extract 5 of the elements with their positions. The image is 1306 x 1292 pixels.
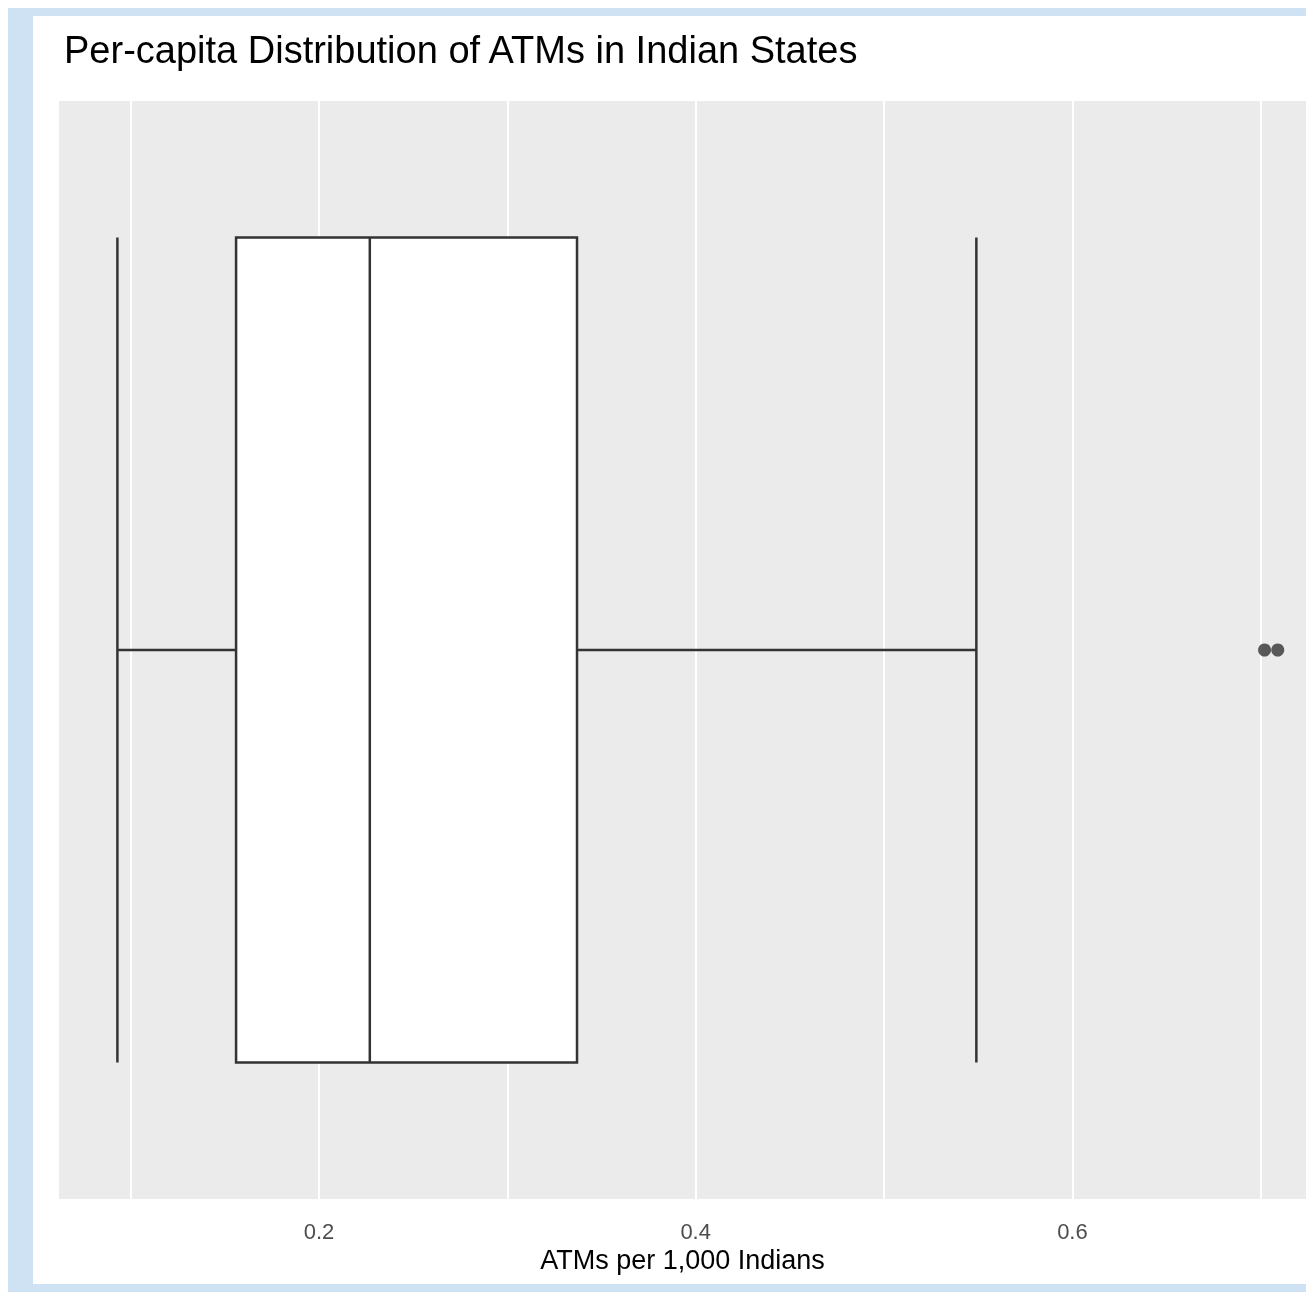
- chart-title: Per-capita Distribution of ATMs in Indian States: [64, 29, 858, 71]
- x-tick-label: 0.2: [303, 1218, 335, 1244]
- x-tick-label: 0.6: [1057, 1218, 1088, 1244]
- x-axis-title: ATMs per 1,000 Indians: [540, 1245, 825, 1276]
- x-tick-label: 0.4: [680, 1218, 711, 1244]
